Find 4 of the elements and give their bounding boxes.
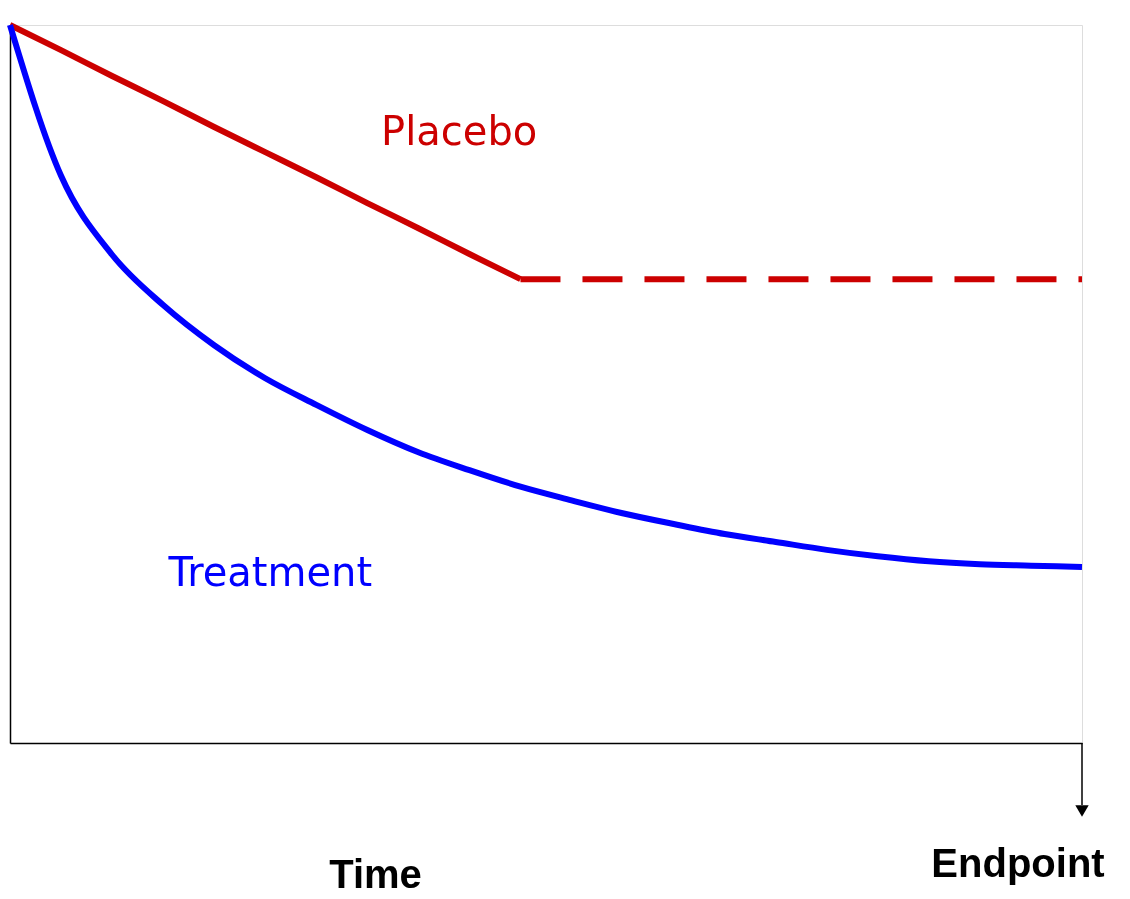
text: Endpoint <box>931 841 1105 885</box>
text: Treatment <box>167 549 373 596</box>
x-axis-title: Time <box>329 851 422 896</box>
series-label: Placebo <box>381 107 538 154</box>
